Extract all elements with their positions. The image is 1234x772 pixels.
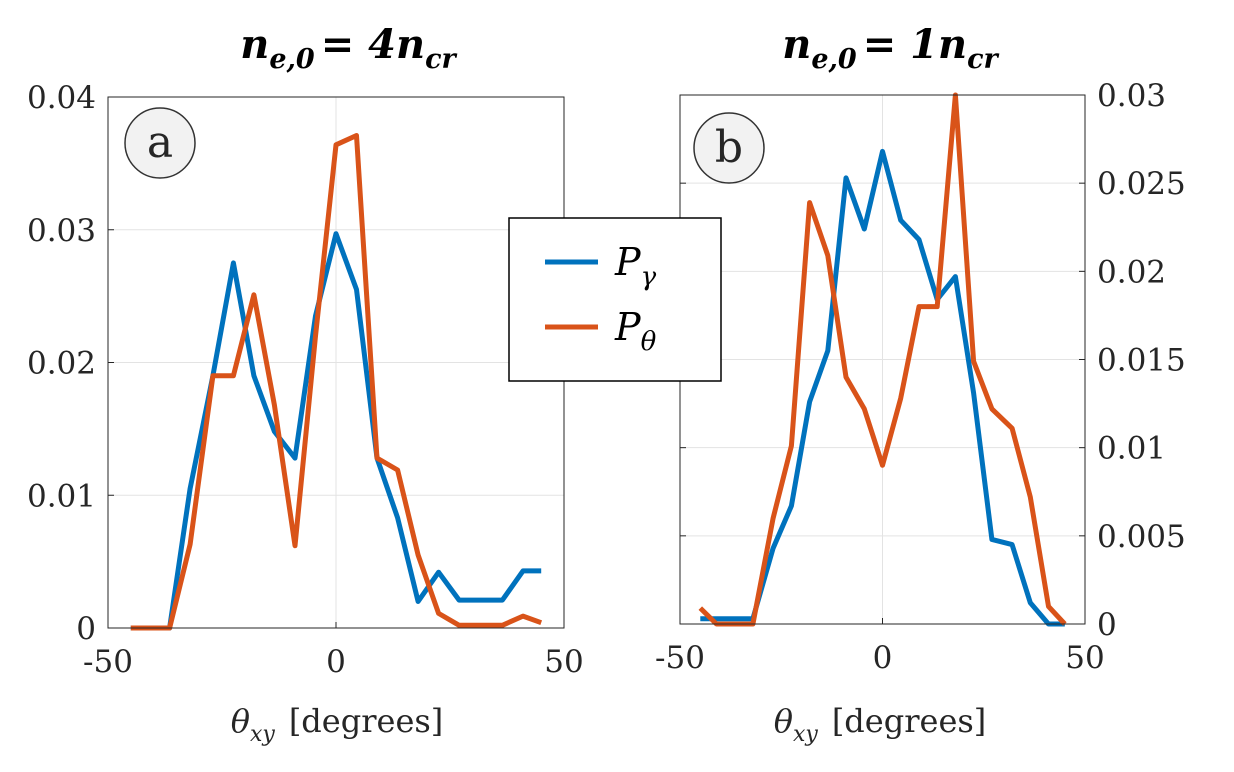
y-tick-label: 0.04 [27, 80, 96, 116]
y-tick-label: 0.01 [1097, 431, 1166, 467]
y-tick-label: 0.025 [1097, 166, 1186, 202]
panel-a-letter: a [147, 117, 173, 168]
y-tick-label: 0 [76, 611, 96, 647]
series-line-p-theta [698, 92, 1067, 627]
y-tick-label: 0.015 [1097, 343, 1186, 379]
panel-b-badge: b [693, 112, 765, 184]
y-tick-label: 0.03 [27, 213, 96, 249]
x-tick-label: 50 [544, 644, 583, 680]
x-tick-label: -50 [83, 644, 133, 680]
panel-b-series [698, 92, 1067, 627]
panel-a-title: ne,0 = 4ncr [240, 21, 457, 75]
series-line-p-theta [130, 133, 543, 631]
panel-b-xlabel: θxy [degrees] [774, 702, 987, 747]
x-tick-label: 50 [1065, 640, 1104, 676]
y-tick-label: 0.02 [27, 346, 96, 382]
y-tick-label: 0.005 [1097, 519, 1186, 555]
panel-a-xlabel: θxy [degrees] [231, 702, 444, 747]
panel-b-badge-circle [693, 112, 765, 184]
series-line-p-gamma [130, 231, 542, 631]
y-tick-label: 0.01 [27, 478, 96, 514]
panel-a-series [130, 133, 543, 631]
legend-label-p-gamma: Pγ [614, 240, 657, 292]
panel-a-badge-circle [124, 107, 196, 179]
panel-b-letter: b [715, 122, 743, 173]
legend: Pγ Pθ [508, 217, 722, 382]
legend-box [508, 217, 722, 382]
x-tick-label: -50 [655, 640, 705, 676]
x-tick-label: 0 [873, 640, 893, 676]
panel-a-badge: a [124, 107, 196, 179]
legend-label-p-theta: Pθ [614, 305, 657, 357]
y-tick-label: 0 [1097, 607, 1117, 643]
panel-b-title: ne,0 = 1ncr [782, 21, 999, 75]
y-tick-label: 0.02 [1097, 254, 1166, 290]
x-tick-label: 0 [326, 644, 346, 680]
y-tick-label: 0.03 [1097, 78, 1166, 114]
